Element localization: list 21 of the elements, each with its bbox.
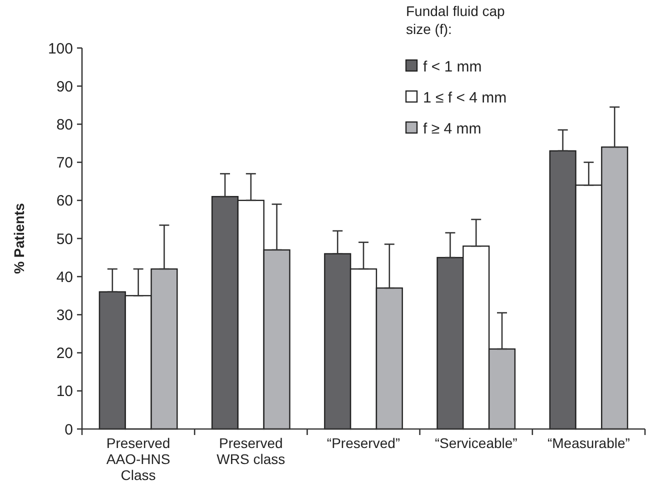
y-tick-label: 60 — [56, 192, 73, 210]
legend-label: f < 1 mm — [423, 58, 482, 76]
x-tick-label: Preserved WRS class — [216, 435, 286, 467]
y-tick-label: 0 — [64, 421, 73, 438]
x-tick-label: Preserved AAO-HNS Class — [106, 435, 170, 483]
x-tick-label: “Preserved” — [326, 435, 400, 451]
y-tick-label: 80 — [56, 116, 73, 134]
y-tick-label: 20 — [56, 345, 73, 362]
y-tick-label: 100 — [48, 40, 73, 58]
y-tick-label: 90 — [56, 78, 73, 96]
legend-label: f ≥ 4 mm — [423, 120, 482, 138]
y-tick-label: 50 — [56, 230, 73, 248]
y-tick-label: 30 — [56, 306, 73, 324]
y-tick-label: 70 — [56, 154, 73, 172]
x-tick-label: “Measurable” — [547, 435, 630, 451]
y-tick-label: 40 — [56, 268, 73, 286]
legend-title: Fundal fluid cap size (f): — [406, 3, 506, 37]
x-tick-label: “Serviceable” — [434, 435, 518, 451]
y-tick-label: 10 — [56, 383, 73, 400]
y-axis-title: % Patients — [11, 202, 27, 274]
legend-label: 1 ≤ f < 4 mm — [423, 89, 507, 106]
